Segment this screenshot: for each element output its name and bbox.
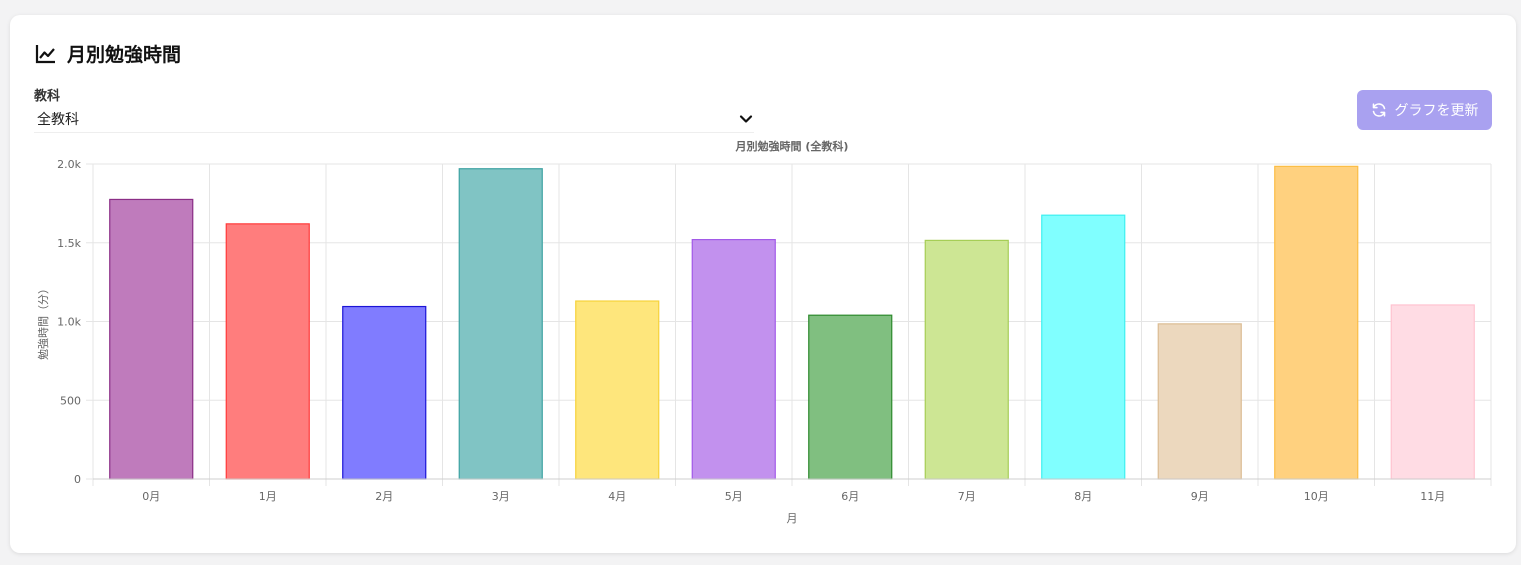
y-tick-label: 2.0k bbox=[57, 158, 81, 171]
bar-11月 bbox=[1390, 304, 1475, 480]
refresh-button-label: グラフを更新 bbox=[1394, 103, 1479, 119]
card-title: 月別勉強時間 bbox=[67, 44, 182, 66]
bar-3月 bbox=[458, 168, 543, 480]
y-tick-label: 500 bbox=[60, 394, 81, 407]
x-tick-label: 11月 bbox=[1420, 490, 1445, 503]
chevron-down-icon bbox=[738, 111, 754, 127]
subject-select[interactable]: 全教科 bbox=[34, 106, 754, 133]
bar-7月 bbox=[924, 239, 1009, 480]
card-header: 月別勉強時間 bbox=[35, 40, 181, 67]
x-tick-label: 5月 bbox=[725, 490, 743, 503]
x-tick-label: 10月 bbox=[1304, 490, 1329, 503]
x-tick-label: 1月 bbox=[259, 490, 277, 503]
bar-6月 bbox=[808, 314, 893, 480]
bar-1月 bbox=[225, 223, 310, 480]
subject-select-value: 全教科 bbox=[37, 112, 79, 128]
subject-label: 教科 bbox=[34, 89, 61, 104]
x-tick-label: 3月 bbox=[492, 490, 510, 503]
y-tick-label: 0 bbox=[74, 473, 81, 486]
x-tick-label: 6月 bbox=[841, 490, 859, 503]
chart-title: 月別勉強時間 (全教科) bbox=[735, 139, 849, 153]
x-tick-label: 7月 bbox=[958, 490, 976, 503]
y-axis-label: 勉強時間（分） bbox=[36, 283, 50, 360]
x-tick-label: 9月 bbox=[1191, 490, 1209, 503]
x-tick-label: 4月 bbox=[608, 490, 626, 503]
x-tick-label: 8月 bbox=[1074, 490, 1092, 503]
bar-2月 bbox=[342, 305, 427, 480]
x-tick-label: 2月 bbox=[375, 490, 393, 503]
bar-10月 bbox=[1274, 165, 1359, 480]
bar-9月 bbox=[1157, 323, 1242, 480]
x-axis-label: 月 bbox=[787, 512, 798, 525]
bar-5月 bbox=[691, 239, 776, 480]
bar-0月 bbox=[109, 198, 194, 480]
refresh-icon bbox=[1371, 102, 1387, 118]
bar-chart: 0 500 1.0k 1.5k 2.0k 0月 1月 2月 3月 4月 5月 6月 7月 8月 9月 10月 1… bbox=[36, 139, 1492, 525]
bar-4月 bbox=[575, 300, 660, 480]
bar-8月 bbox=[1041, 214, 1126, 480]
y-tick-label: 1.0k bbox=[57, 316, 81, 329]
refresh-graph-button[interactable]: グラフを更新 bbox=[1357, 90, 1492, 130]
y-tick-label: 1.5k bbox=[57, 237, 81, 250]
chart-card: 月別勉強時間 教科 全教科 グラフを更新 0 500 1.0k 1.5k 2.0k 0月 1… bbox=[10, 15, 1516, 553]
x-tick-label: 0月 bbox=[142, 490, 160, 503]
line-chart-icon bbox=[35, 44, 57, 64]
